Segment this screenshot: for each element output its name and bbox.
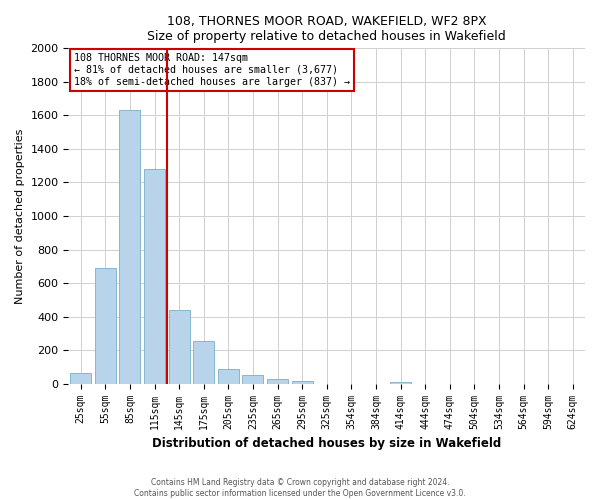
Bar — [70, 373, 91, 384]
Bar — [218, 368, 239, 384]
Bar — [193, 341, 214, 384]
Bar — [242, 375, 263, 384]
Bar — [267, 378, 288, 384]
Text: 108 THORNES MOOR ROAD: 147sqm
← 81% of detached houses are smaller (3,677)
18% o: 108 THORNES MOOR ROAD: 147sqm ← 81% of d… — [74, 54, 350, 86]
Bar — [95, 268, 116, 384]
Text: Contains HM Land Registry data © Crown copyright and database right 2024.
Contai: Contains HM Land Registry data © Crown c… — [134, 478, 466, 498]
Bar — [390, 382, 411, 384]
X-axis label: Distribution of detached houses by size in Wakefield: Distribution of detached houses by size … — [152, 437, 502, 450]
Title: 108, THORNES MOOR ROAD, WAKEFIELD, WF2 8PX
Size of property relative to detached: 108, THORNES MOOR ROAD, WAKEFIELD, WF2 8… — [148, 15, 506, 43]
Bar — [119, 110, 140, 384]
Bar — [144, 169, 165, 384]
Y-axis label: Number of detached properties: Number of detached properties — [15, 128, 25, 304]
Bar — [169, 310, 190, 384]
Bar — [292, 380, 313, 384]
